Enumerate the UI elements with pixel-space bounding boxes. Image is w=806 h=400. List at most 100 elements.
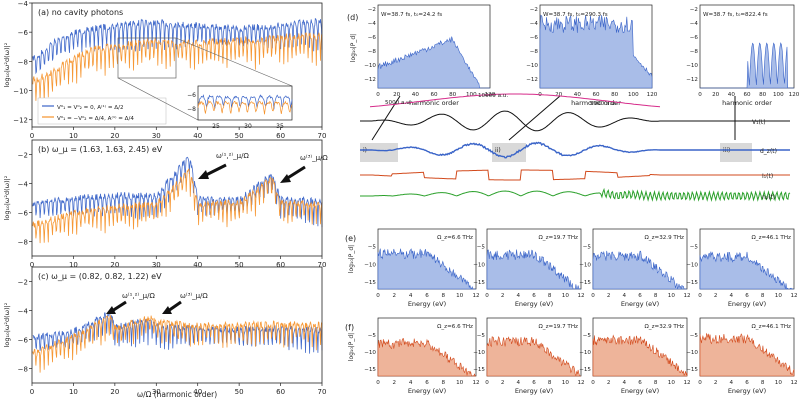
x-tick-label: 20 — [555, 92, 563, 98]
x-axis-label: Energy (eV) — [515, 300, 553, 308]
annotation-arrowhead — [198, 170, 209, 179]
x-tick-label: 8 — [548, 293, 552, 299]
x-tick-label: 2 — [501, 293, 505, 299]
trace-label: I₁(t) — [762, 173, 773, 180]
x-tick-label: 0 — [591, 380, 595, 386]
y-tick-label: −6 — [368, 35, 377, 41]
y-tick-label: −2 — [18, 279, 28, 287]
x-tick-label: 80 — [759, 92, 767, 98]
panel-title: (c) ω_μ = (0.82, 0.82, 1.22) eV — [38, 272, 162, 281]
frequency-label: Ω_z=46.1 THz — [752, 235, 792, 241]
x-tick-label: 4 — [517, 380, 521, 386]
y-tick-label: −2 — [368, 7, 376, 13]
inset-x-tick-label: 35 — [276, 123, 284, 130]
legend-entry: V⁰₁ = −V⁰₂ = Δ/4, A⁽¹⁾ = Δ/4 — [57, 115, 134, 122]
x-tick-label: 60 — [430, 92, 438, 98]
y-tick-label: −6 — [18, 29, 29, 37]
inset-x-tick-label: 25 — [212, 123, 220, 130]
y-tick-label: −5 — [690, 245, 699, 251]
y-tick-label: −5 — [477, 333, 486, 339]
x-axis-label: harmonic order — [409, 99, 459, 107]
y-tick-label: −6 — [18, 337, 29, 345]
frequency-label: Ω_z=19.7 THz — [539, 235, 579, 241]
y-tick-label: −8 — [18, 239, 28, 247]
panel-title: (b) ω_μ = (1.63, 1.63, 2.45) eV — [38, 145, 163, 154]
legend-box — [37, 97, 167, 125]
x-axis-label: Energy (eV) — [408, 300, 446, 308]
series-line-0-0 — [32, 17, 323, 75]
window-arrow — [508, 95, 561, 141]
y-tick-label: −8 — [18, 366, 28, 374]
x-tick-label: 10 — [456, 293, 464, 299]
inset-series-1 — [197, 100, 293, 115]
x-tick-label: 20 — [110, 261, 119, 269]
x-tick-label: 30 — [152, 388, 161, 396]
y-tick-label: −2 — [690, 7, 698, 13]
x-tick-label: 8 — [654, 380, 658, 386]
annotation-label: ω⁽¹,²⁾_μ/Ω — [122, 292, 155, 300]
trace-label: n₂(t) — [762, 194, 775, 201]
y-tick-label: −4 — [18, 308, 29, 316]
y-axis-label: log₁₀|P_d| — [348, 333, 355, 361]
y-tick-label: −12 — [686, 77, 698, 83]
time-window — [720, 143, 752, 162]
x-axis-label: harmonic order — [571, 99, 621, 107]
x-tick-label: 50 — [235, 132, 244, 140]
x-tick-label: 30 — [152, 132, 161, 140]
x-tick-label: 10 — [69, 388, 78, 396]
x-tick-label: 12 — [577, 293, 584, 299]
annotation-arrow — [111, 300, 127, 313]
x-tick-label: 10 — [668, 380, 676, 386]
spectrum-area — [592, 250, 687, 290]
x-tick-label: 10 — [456, 380, 464, 386]
x-tick-label: 40 — [574, 92, 582, 98]
y-tick-label: −5 — [477, 245, 486, 251]
x-tick-label: 20 — [712, 92, 720, 98]
x-tick-label: 10 — [668, 293, 676, 299]
y-tick-label: −6 — [530, 35, 539, 41]
pulse-label: 5000 a.u. — [385, 100, 412, 106]
x-tick-label: 20 — [393, 92, 401, 98]
x-tick-label: 40 — [193, 261, 202, 269]
x-tick-label: 4 — [730, 293, 734, 299]
x-tick-label: 12 — [790, 380, 797, 386]
x-tick-label: 10 — [775, 293, 783, 299]
x-tick-label: 2 — [607, 293, 611, 299]
x-tick-label: 0 — [698, 92, 702, 98]
frequency-label: Ω_z=46.1 THz — [752, 324, 792, 330]
x-tick-label: 8 — [548, 380, 552, 386]
y-tick-label: −10 — [526, 63, 538, 69]
x-tick-label: 6 — [532, 380, 536, 386]
pulse-envelope — [369, 93, 661, 108]
y-tick-label: −12 — [13, 117, 28, 125]
trace-dz — [360, 141, 790, 159]
inset-y-tick-label: −8 — [187, 106, 196, 113]
frequency-label: Ω_z=6.6 THz — [437, 235, 473, 241]
x-tick-label: 4 — [517, 293, 521, 299]
trace-label: d_z(t) — [760, 148, 777, 155]
x-tick-label: 80 — [611, 92, 619, 98]
x-axis-label: harmonic order — [722, 99, 772, 107]
y-tick-label: −8 — [690, 49, 699, 55]
y-tick-label: −4 — [18, 0, 29, 8]
y-tick-label: −15 — [364, 367, 376, 373]
x-axis-label: Energy (eV) — [408, 387, 446, 395]
panel-label: (e) — [345, 234, 356, 243]
x-tick-label: 0 — [376, 92, 380, 98]
series-line-2-0 — [32, 310, 323, 354]
x-tick-label: 100 — [628, 92, 639, 98]
x-tick-label: 60 — [276, 132, 285, 140]
y-tick-label: −10 — [13, 88, 28, 96]
frequency-label: Ω_z=32.9 THz — [645, 235, 685, 241]
spectrum-area — [486, 335, 581, 377]
x-tick-label: 4 — [623, 380, 627, 386]
y-tick-label: −5 — [583, 245, 592, 251]
x-tick-label: 4 — [730, 380, 734, 386]
series-line-0-1 — [32, 32, 323, 103]
x-tick-label: 10 — [562, 293, 570, 299]
y-tick-label: −15 — [686, 280, 698, 286]
x-tick-label: 80 — [449, 92, 457, 98]
y-tick-label: −6 — [690, 35, 699, 41]
trace-i1 — [360, 169, 790, 181]
y-tick-label: −10 — [473, 350, 485, 356]
